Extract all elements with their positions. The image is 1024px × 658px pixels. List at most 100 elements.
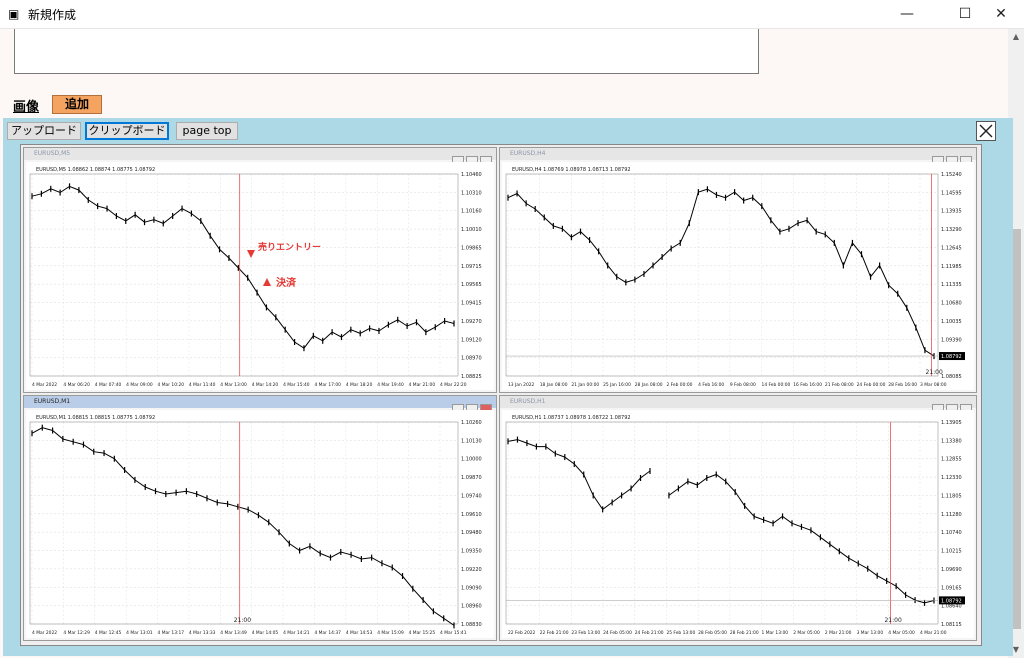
chart-window-m1: EURUSD,M1 EURUSD,M1 1.08815 1.08815 1.08… <box>23 395 497 641</box>
x-tick-label: 4 Mar 14:53 <box>346 630 373 636</box>
x-tick-label: 24 Feb 05:00 <box>603 630 632 636</box>
x-tick-label: 13 Jan 2022 <box>508 382 535 388</box>
page-top-button[interactable]: page top <box>176 122 238 140</box>
x-tick-label: 4 Mar 18:20 <box>346 382 373 388</box>
x-tick-label: 22 Feb 2022 <box>508 630 536 636</box>
close-button[interactable]: ✕ <box>995 6 1007 22</box>
x-tick-label: 4 Mar 2022 <box>32 630 57 636</box>
y-tick-label: 1.10460 <box>461 172 482 178</box>
x-tick-label: 4 Mar 13:00 <box>220 382 247 388</box>
y-tick-label: 1.09565 <box>461 282 482 288</box>
scroll-thumb[interactable] <box>1011 229 1021 629</box>
chart-window-title: EURUSD,M5 <box>24 148 496 160</box>
x-tick-label: 4 Mar 13:49 <box>220 630 247 636</box>
y-tick-label: 1.08640 <box>941 604 962 610</box>
price-line <box>507 439 935 604</box>
y-tick-label: 1.08825 <box>461 374 482 380</box>
x-tick-label: 4 Feb 16:00 <box>698 382 724 388</box>
y-tick-label: 1.08960 <box>461 604 482 610</box>
x-tick-label: 23 Feb 13:00 <box>571 630 600 636</box>
price-line <box>507 188 935 357</box>
y-tick-label: 1.10310 <box>461 190 482 196</box>
y-tick-label: 1.12855 <box>941 457 962 463</box>
minimize-button[interactable]: — <box>900 6 914 22</box>
y-tick-label: 1.08085 <box>941 374 962 380</box>
y-tick-label: 1.10160 <box>461 209 482 215</box>
scroll-down-icon[interactable]: ▼ <box>1012 645 1020 654</box>
last-price-label: 1.08792 <box>941 598 962 604</box>
x-tick-label: 4 Mar 15:40 <box>283 382 310 388</box>
y-tick-label: 1.09690 <box>941 567 962 573</box>
y-tick-label: 1.13290 <box>941 227 962 233</box>
y-tick-label: 1.10010 <box>461 227 482 233</box>
text-area[interactable] <box>14 29 759 74</box>
chart-header: EURUSD,H4 1.08769 1.08978 1.08713 1.0879… <box>512 167 631 173</box>
x-tick-label: 28 Feb 21:00 <box>730 630 759 636</box>
plot-frame <box>29 173 459 377</box>
add-button[interactable]: 追加 <box>52 95 102 114</box>
y-tick-label: 1.09165 <box>941 585 962 591</box>
x-tick-label: 4 Mar 09:00 <box>126 382 153 388</box>
app-icon: ▣ <box>8 7 20 21</box>
y-tick-label: 1.08970 <box>461 356 482 362</box>
y-tick-label: 1.11335 <box>941 282 962 288</box>
sell-entry-annotation: 売りエントリー <box>258 241 321 253</box>
time-marker-label: 21:00 <box>926 369 943 376</box>
y-tick-label: 1.13905 <box>941 420 962 426</box>
y-tick-label: 1.09090 <box>461 585 482 591</box>
clipboard-button[interactable]: クリップボード <box>85 122 169 140</box>
y-tick-label: 1.13380 <box>941 438 962 444</box>
x-tick-label: 4 Mar 14:20 <box>252 382 279 388</box>
y-tick-label: 1.09480 <box>461 530 482 536</box>
x-tick-label: 25 Feb 13:00 <box>666 630 695 636</box>
y-tick-label: 1.09865 <box>461 245 482 251</box>
x-tick-label: 4 Mar 19:40 <box>377 382 404 388</box>
plot-frame <box>29 421 459 625</box>
close-icon[interactable] <box>976 121 996 141</box>
maximize-button[interactable]: ☐ <box>958 6 972 22</box>
chart-window-title: EURUSD,H1 <box>500 396 976 408</box>
image-panel: アップロード クリップボード page top EURUSD,M5 EURUSD… <box>3 118 1013 656</box>
chart-window-title: EURUSD,M1 <box>24 396 496 408</box>
x-tick-label: 28 Feb 05:00 <box>698 630 727 636</box>
x-tick-label: 4 Mar 21:00 <box>920 630 947 636</box>
x-tick-label: 14 Feb 00:00 <box>762 382 791 388</box>
buy-arrow-icon <box>263 278 271 286</box>
plot-frame <box>505 421 939 625</box>
x-tick-label: 1 Mar 13:00 <box>762 630 789 636</box>
x-tick-label: 4 Mar 12:45 <box>95 630 122 636</box>
x-tick-label: 18 Jan 08:00 <box>540 382 568 388</box>
x-tick-label: 25 Jan 16:00 <box>603 382 631 388</box>
image-label: 画像 <box>13 100 40 115</box>
y-tick-label: 1.08830 <box>461 622 482 628</box>
y-tick-label: 1.10740 <box>941 530 962 536</box>
upload-button[interactable]: アップロード <box>7 122 81 140</box>
chart-window-title: EURUSD,H4 <box>500 148 976 160</box>
chart-window-controls <box>930 150 972 165</box>
pasted-screenshot: EURUSD,M5 EURUSD,M5 1.08862 1.08874 1.08… <box>20 144 982 646</box>
x-tick-label: 4 Mar 13:17 <box>158 630 185 636</box>
x-tick-label: 4 Mar 10:20 <box>158 382 185 388</box>
sell-arrow-icon <box>247 250 255 258</box>
x-tick-label: 4 Mar 06:20 <box>63 382 90 388</box>
x-tick-label: 4 Mar 15:41 <box>440 630 467 636</box>
x-tick-label: 4 Mar 13:33 <box>189 630 216 636</box>
y-tick-label: 1.11805 <box>941 493 962 499</box>
price-line <box>31 427 455 626</box>
y-tick-label: 1.15240 <box>941 172 962 178</box>
time-marker-label: 21:00 <box>234 617 251 624</box>
chart-header: EURUSD,M5 1.08862 1.08874 1.08775 1.0879… <box>36 167 155 173</box>
x-tick-label: 28 Feb 16:00 <box>888 382 917 388</box>
y-tick-label: 1.12330 <box>941 475 962 481</box>
x-tick-label: 4 Mar 05:00 <box>888 630 915 636</box>
x-tick-label: 28 Jan 08:00 <box>635 382 663 388</box>
scroll-up-icon[interactable]: ▲ <box>1012 32 1020 41</box>
chart-window-controls <box>450 398 492 413</box>
x-tick-label: 4 Mar 07:40 <box>95 382 122 388</box>
x-tick-label: 9 Feb 08:00 <box>730 382 756 388</box>
time-marker-label: 21:00 <box>884 617 901 624</box>
y-tick-label: 1.09610 <box>461 512 482 518</box>
y-tick-label: 1.09390 <box>941 337 962 343</box>
chart-window-controls <box>930 398 972 413</box>
y-tick-label: 1.10035 <box>941 319 962 325</box>
